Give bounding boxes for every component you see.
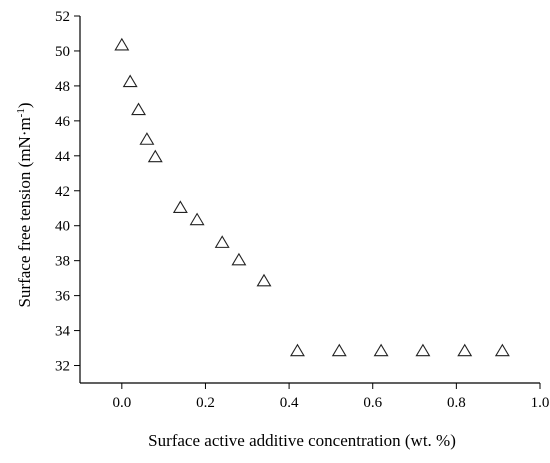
- y-axis-ticks: 32 34 36 38 40 42 44 46 48 50 52: [55, 9, 80, 375]
- data-point-triangle: [122, 74, 138, 88]
- y-tick-label: 38: [55, 254, 70, 270]
- y-tick-label: 44: [55, 149, 71, 165]
- y-tick-label: 34: [55, 324, 71, 340]
- x-tick-label: 0.4: [280, 395, 299, 411]
- data-point-triangle: [457, 343, 473, 357]
- x-axis-ticks: 0.0 0.2 0.4 0.6 0.8 1.0: [112, 383, 549, 411]
- data-point-triangle: [331, 343, 347, 357]
- data-point-triangle: [231, 252, 247, 266]
- y-axis-title-main: Surface free tension (mN·m: [15, 117, 34, 307]
- y-axis-title-close: ): [15, 102, 34, 108]
- x-tick-label: 0.8: [447, 395, 466, 411]
- x-tick-label: 0.0: [112, 395, 131, 411]
- data-point-triangle: [114, 37, 130, 51]
- data-point-triangle: [139, 132, 155, 145]
- y-axis-title: Surface free tension (mN·m-1): [15, 102, 34, 307]
- y-tick-label: 32: [55, 359, 70, 375]
- data-point-triangle: [214, 235, 230, 248]
- data-point-triangle: [373, 343, 389, 357]
- y-tick-label: 48: [55, 79, 70, 95]
- data-point-triangle: [256, 273, 272, 287]
- y-tick-label: 42: [55, 184, 70, 200]
- y-tick-label: 46: [55, 114, 71, 130]
- x-tick-label: 0.2: [196, 395, 215, 411]
- y-tick-label: 36: [55, 289, 71, 305]
- y-axis-title-superscript: -1: [15, 108, 27, 117]
- y-tick-label: 50: [55, 44, 70, 60]
- data-point-triangle: [494, 343, 510, 357]
- data-points: [114, 37, 510, 357]
- x-tick-label: 0.6: [363, 395, 382, 411]
- data-point-triangle: [415, 343, 431, 357]
- y-tick-label: 40: [55, 219, 70, 235]
- data-point-triangle: [131, 102, 147, 116]
- data-point-triangle: [147, 149, 163, 163]
- data-point-triangle: [189, 212, 205, 226]
- x-tick-label: 1.0: [531, 395, 550, 411]
- axes: [79, 16, 540, 384]
- y-tick-label: 52: [55, 9, 70, 25]
- data-point-triangle: [289, 343, 305, 357]
- x-axis-title: Surface active additive concentration (w…: [148, 431, 456, 450]
- data-point-triangle: [172, 200, 188, 213]
